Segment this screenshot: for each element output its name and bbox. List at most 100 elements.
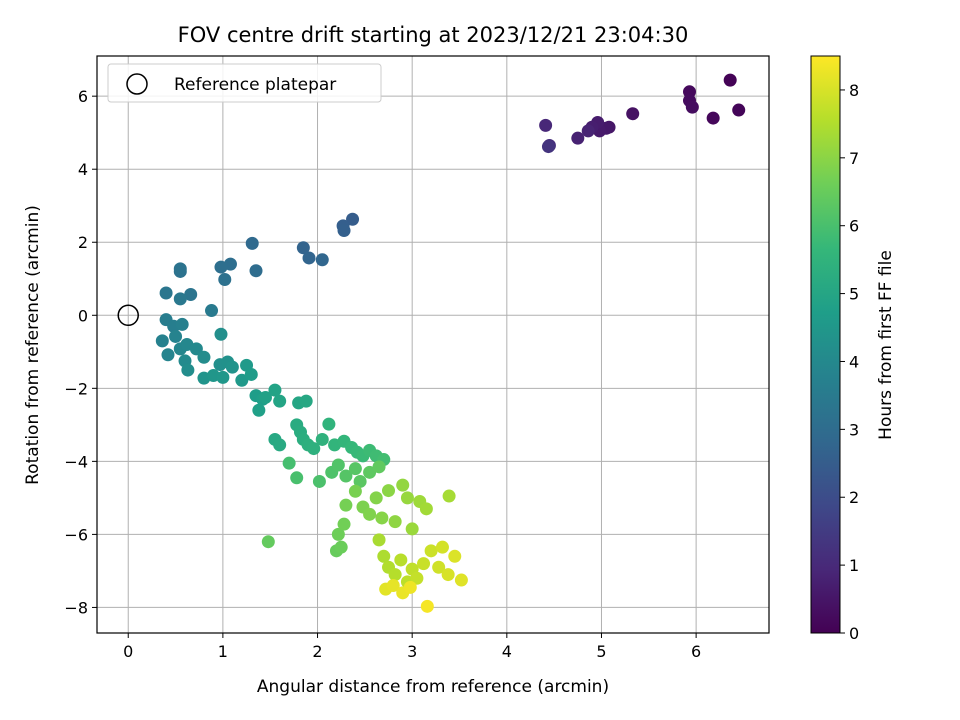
colorbar-tick-label: 1 (849, 556, 859, 575)
data-point (348, 484, 362, 498)
data-point (218, 272, 232, 286)
data-point (169, 329, 183, 343)
data-points (155, 73, 746, 613)
x-tick-label: 1 (218, 642, 228, 661)
data-point (372, 460, 386, 474)
x-tick-label: 5 (596, 642, 606, 661)
data-point (273, 394, 287, 408)
data-point (339, 498, 353, 512)
colorbar-ticks: 0 1 2 3 4 5 6 7 8 (840, 81, 859, 643)
data-point (732, 103, 746, 117)
data-point (706, 111, 720, 125)
colorbar-tick-label: 7 (849, 149, 859, 168)
data-point (181, 363, 195, 377)
y-axis-label: Rotation from reference (arcmin) (23, 205, 43, 485)
data-point (363, 507, 377, 521)
y-tick-label: 4 (78, 160, 88, 179)
data-point (189, 342, 203, 356)
colorbar-tick-label: 4 (849, 352, 859, 371)
data-point (377, 549, 391, 563)
data-point (410, 571, 424, 585)
plot-frame (96, 55, 770, 634)
y-tick-label: −2 (64, 379, 88, 398)
data-point (235, 373, 249, 387)
data-point (173, 292, 187, 306)
data-point (435, 540, 449, 554)
data-point (424, 544, 438, 558)
colorbar-label: Hours from first FF file (876, 250, 896, 440)
data-point (299, 394, 313, 408)
data-point (442, 489, 456, 503)
y-tick-label: 6 (78, 87, 88, 106)
legend-box (107, 63, 382, 103)
x-tick-label: 3 (407, 642, 417, 661)
colorbar (810, 55, 841, 634)
data-point (273, 438, 287, 452)
data-point (400, 491, 414, 505)
data-point (173, 262, 187, 276)
colorbar-tick-label: 0 (849, 624, 859, 643)
data-point (337, 224, 351, 238)
data-point (541, 140, 555, 154)
data-point (315, 432, 329, 446)
data-point (244, 367, 258, 381)
data-point (581, 124, 595, 138)
x-tick-label: 0 (123, 642, 133, 661)
data-point (339, 469, 353, 483)
data-point (214, 327, 228, 341)
data-point (258, 390, 272, 404)
data-point (307, 442, 321, 456)
data-point (261, 535, 275, 549)
y-axis-ticks: −8 −6 −4 −2 0 2 4 6 (64, 87, 97, 617)
colorbar-tick-label: 3 (849, 420, 859, 439)
data-point (290, 471, 304, 485)
data-point (539, 118, 553, 132)
data-point (282, 456, 296, 470)
data-point (396, 478, 410, 492)
x-axis-ticks: 0 1 2 3 4 5 6 (123, 633, 701, 661)
data-point (216, 370, 230, 384)
data-point (388, 568, 402, 582)
data-point (337, 517, 351, 531)
data-point (353, 474, 367, 488)
legend: Reference platepar (107, 63, 382, 103)
data-point (315, 253, 329, 267)
data-point (448, 549, 462, 563)
data-point (348, 462, 362, 476)
data-point (312, 474, 326, 488)
data-point (245, 236, 259, 250)
data-point (155, 334, 169, 348)
data-point (346, 212, 360, 226)
data-point (419, 502, 433, 516)
reference-marker-layer (117, 304, 139, 327)
data-point (197, 350, 211, 364)
data-point (685, 100, 699, 114)
data-point (571, 131, 585, 145)
data-point (417, 557, 431, 571)
y-tick-label: −6 (64, 525, 88, 544)
data-point (252, 403, 266, 417)
data-point (405, 522, 419, 536)
x-axis-label: Angular distance from reference (arcmin) (257, 677, 609, 697)
data-point (372, 533, 386, 547)
data-point (626, 107, 640, 121)
data-point (386, 579, 400, 593)
x-tick-label: 6 (691, 642, 701, 661)
colorbar-tick-label: 6 (849, 217, 859, 236)
data-point (382, 484, 396, 498)
data-point (159, 286, 173, 300)
data-point (205, 304, 219, 318)
data-point (225, 360, 239, 374)
grid (97, 56, 769, 633)
data-point (161, 348, 175, 362)
data-point (296, 241, 310, 255)
data-point (331, 458, 345, 472)
data-point (249, 264, 263, 278)
y-tick-label: 0 (78, 306, 88, 325)
data-point (331, 527, 345, 541)
colorbar-tick-label: 8 (849, 81, 859, 100)
data-point (175, 317, 189, 331)
x-tick-label: 2 (312, 642, 322, 661)
